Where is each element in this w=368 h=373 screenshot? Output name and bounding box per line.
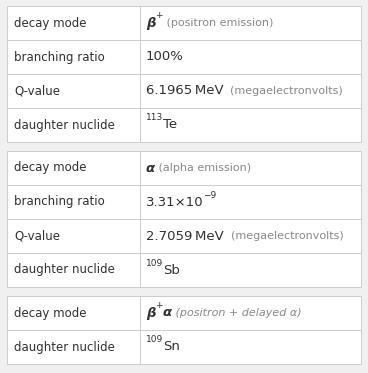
- Text: daughter nuclide: daughter nuclide: [14, 263, 115, 276]
- Text: Q-value: Q-value: [14, 85, 60, 97]
- Bar: [7, 296, 361, 364]
- Text: (positron emission): (positron emission): [163, 18, 273, 28]
- Text: Sb: Sb: [163, 263, 180, 276]
- Text: 109: 109: [146, 335, 163, 345]
- Text: −9: −9: [204, 191, 217, 200]
- Bar: [7, 6, 361, 142]
- Text: +: +: [155, 301, 163, 310]
- Text: 113: 113: [146, 113, 163, 122]
- Text: 109: 109: [146, 258, 163, 267]
- Text: Te: Te: [163, 119, 177, 132]
- Text: (alpha emission): (alpha emission): [155, 163, 251, 173]
- Text: (megaelectronvolts): (megaelectronvolts): [223, 86, 343, 96]
- Text: 6.1965 MeV: 6.1965 MeV: [146, 85, 223, 97]
- Text: branching ratio: branching ratio: [14, 195, 105, 209]
- Text: Q-value: Q-value: [14, 229, 60, 242]
- Text: β: β: [146, 307, 155, 320]
- Text: branching ratio: branching ratio: [14, 50, 105, 63]
- Text: decay mode: decay mode: [14, 162, 86, 175]
- Text: β: β: [146, 16, 155, 29]
- Text: (positron + delayed α): (positron + delayed α): [172, 308, 301, 318]
- Text: Sn: Sn: [163, 341, 180, 354]
- Text: α: α: [163, 307, 172, 320]
- Text: (megaelectronvolts): (megaelectronvolts): [223, 231, 343, 241]
- Text: +: +: [155, 12, 163, 21]
- Text: decay mode: decay mode: [14, 16, 86, 29]
- Text: 100%: 100%: [146, 50, 184, 63]
- Text: decay mode: decay mode: [14, 307, 86, 320]
- Text: daughter nuclide: daughter nuclide: [14, 119, 115, 132]
- Bar: [7, 151, 361, 287]
- Text: α: α: [146, 162, 155, 175]
- Text: 3.31×10: 3.31×10: [146, 195, 204, 209]
- Text: daughter nuclide: daughter nuclide: [14, 341, 115, 354]
- Text: 2.7059 MeV: 2.7059 MeV: [146, 229, 223, 242]
